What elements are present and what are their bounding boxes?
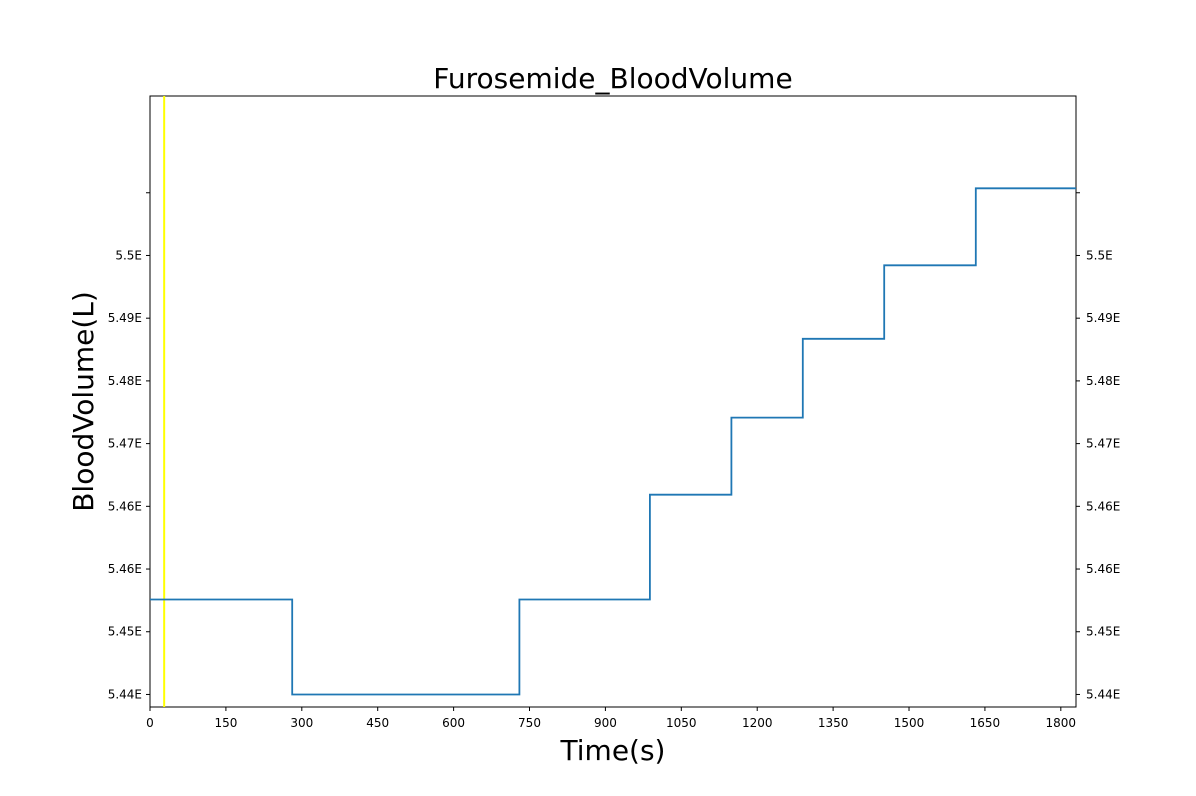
y-axis-title: BloodVolume(L): [67, 291, 100, 512]
y-tick-label-right: 5.5E: [1086, 248, 1113, 262]
x-tick-label: 1350: [818, 716, 849, 730]
y-tick-label-right: 5.45E: [1086, 625, 1120, 639]
y-tick-label-left: 5.44E: [108, 687, 142, 701]
x-tick-label: 900: [594, 716, 617, 730]
y-tick-label-right: 5.44E: [1086, 687, 1120, 701]
x-tick-label: 0: [146, 716, 154, 730]
y-tick-label-right: 5.49E: [1086, 311, 1120, 325]
x-tick-label: 1050: [666, 716, 697, 730]
x-tick-label: 1650: [970, 716, 1001, 730]
chart-title: Furosemide_BloodVolume: [433, 62, 792, 95]
x-tick-label: 300: [290, 716, 313, 730]
y-tick-label-left: 5.47E: [108, 437, 142, 451]
x-tick-label: 600: [442, 716, 465, 730]
series-line: [150, 187, 1076, 696]
y-tick-label-left: 5.49E: [108, 311, 142, 325]
y-tick-label-left: 5.48E: [108, 374, 142, 388]
y-tick-label-left: 5.46E: [108, 499, 142, 513]
x-tick-label: 1500: [894, 716, 925, 730]
y-tick-label-right: 5.46E: [1086, 499, 1120, 513]
y-tick-label-left: 5.46E: [108, 562, 142, 576]
x-tick-label: 1200: [742, 716, 773, 730]
y-tick-label-left: 5.5E: [115, 248, 142, 262]
x-tick-label: 1800: [1046, 716, 1077, 730]
y-tick-label-right: 5.46E: [1086, 562, 1120, 576]
x-tick-label: 450: [366, 716, 389, 730]
y-tick-label-right: 5.48E: [1086, 374, 1120, 388]
plot-area: 0 150 300 450 600 750 900 1050 1200 1350 1500 1650 1…: [108, 95, 1120, 730]
plot-frame: [149, 95, 1077, 708]
x-tick-label: 750: [518, 716, 541, 730]
x-axis-title: Time(s): [560, 734, 666, 767]
x-tick-label: 150: [214, 716, 237, 730]
y-tick-label-right: 5.47E: [1086, 437, 1120, 451]
y-tick-label-left: 5.45E: [108, 625, 142, 639]
